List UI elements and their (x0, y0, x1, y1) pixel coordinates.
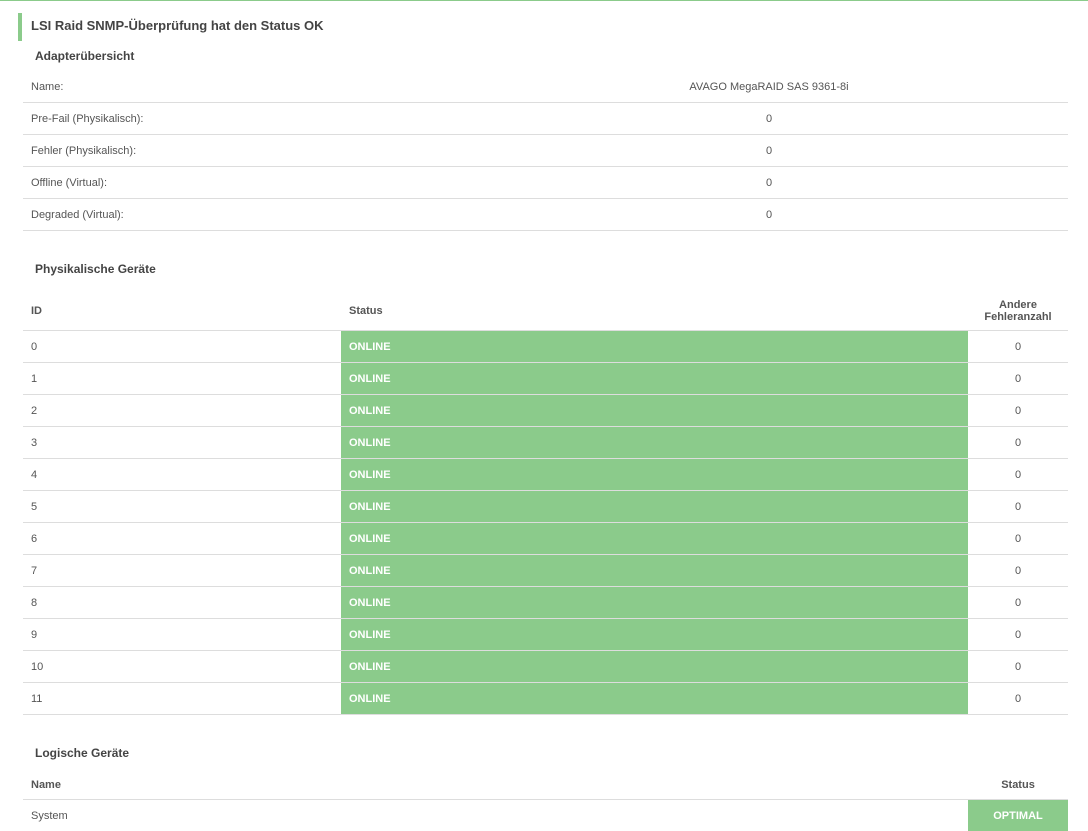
status-cell: ONLINE (341, 587, 968, 618)
row-line (23, 555, 1068, 587)
col-header: Name (31, 779, 61, 791)
status-cell: ONLINE (341, 363, 968, 394)
device-id: 7 (31, 564, 38, 577)
device-id: 9 (31, 628, 38, 641)
row-line (23, 800, 1068, 831)
device-id: 5 (31, 500, 38, 513)
status-cell: ONLINE (341, 619, 968, 650)
device-id: 2 (31, 404, 38, 417)
error-count: 0 (1014, 564, 1022, 577)
error-count: 0 (1014, 692, 1022, 705)
row-line (23, 491, 1068, 523)
col-header: Andere Fehleranzahl (984, 298, 1052, 323)
row-line (23, 331, 1068, 363)
col-header: Status (349, 304, 383, 317)
status-cell: ONLINE (341, 331, 968, 362)
error-count: 0 (1014, 660, 1022, 673)
status-cell: OPTIMAL (968, 800, 1068, 831)
value: 0 (765, 176, 773, 189)
row-line (23, 135, 1068, 167)
error-count: 0 (1014, 340, 1022, 353)
row-line (23, 683, 1068, 715)
status-cell: ONLINE (341, 523, 968, 554)
row-line (23, 199, 1068, 231)
error-count: 0 (1014, 372, 1022, 385)
device-id: 4 (31, 468, 38, 481)
error-count: 0 (1014, 404, 1022, 417)
error-count: 0 (1014, 628, 1022, 641)
row-line (23, 167, 1068, 199)
error-count: 0 (1014, 532, 1022, 545)
value: AVAGO MegaRAID SAS 9361-8i (689, 80, 849, 93)
col-header: ID (31, 304, 42, 317)
label: Offline (Virtual): (31, 176, 108, 189)
status-cell: ONLINE (341, 555, 968, 586)
row-line (23, 459, 1068, 491)
row-line (23, 619, 1068, 651)
value: 0 (765, 208, 773, 221)
device-id: 8 (31, 596, 38, 609)
label: Degraded (Virtual): (31, 208, 124, 221)
status-cell: ONLINE (341, 459, 968, 490)
title-accent (18, 13, 22, 41)
header-line (23, 771, 1068, 800)
value: 0 (765, 112, 773, 125)
error-count: 0 (1014, 468, 1022, 481)
error-count: 0 (1014, 436, 1022, 449)
status-cell: ONLINE (341, 427, 968, 458)
label: Fehler (Physikalisch): (31, 144, 137, 157)
value: 0 (765, 144, 773, 157)
device-id: 6 (31, 532, 38, 545)
row-line (23, 523, 1068, 555)
status-cell: ONLINE (341, 683, 968, 714)
row-line (23, 651, 1068, 683)
device-name: System (31, 809, 68, 822)
row-line (23, 363, 1068, 395)
section-title: Physikalische Geräte (35, 262, 156, 276)
row-line (23, 587, 1068, 619)
header-line (23, 291, 1068, 331)
row-line (23, 427, 1068, 459)
status-cell: ONLINE (341, 491, 968, 522)
error-count: 0 (1014, 500, 1022, 513)
device-id: 1 (31, 372, 38, 385)
page-title: LSI Raid SNMP-Überprüfung hat den Status… (31, 18, 324, 33)
device-id: 10 (31, 660, 44, 673)
label: Pre-Fail (Physikalisch): (31, 112, 144, 125)
section-title: Logische Geräte (35, 746, 130, 760)
error-count: 0 (1014, 596, 1022, 609)
device-id: 3 (31, 436, 38, 449)
row-line (23, 71, 1068, 103)
row-line (23, 103, 1068, 135)
device-id: 0 (31, 340, 38, 353)
device-id: 11 (31, 692, 43, 705)
status-cell: ONLINE (341, 651, 968, 682)
col-header: Status (1001, 779, 1035, 791)
label: Name: (31, 80, 64, 93)
section-title: Adapterübersicht (35, 49, 135, 63)
status-cell: ONLINE (341, 395, 968, 426)
row-line (23, 395, 1068, 427)
